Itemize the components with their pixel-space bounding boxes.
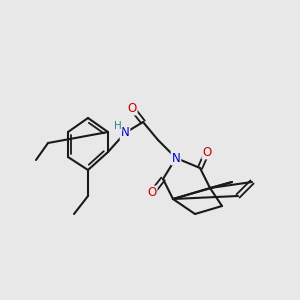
Text: N: N	[121, 127, 129, 140]
Text: O: O	[147, 187, 157, 200]
Text: O: O	[202, 146, 211, 158]
Text: H: H	[114, 121, 122, 131]
Text: O: O	[128, 101, 136, 115]
Text: N: N	[172, 152, 180, 164]
